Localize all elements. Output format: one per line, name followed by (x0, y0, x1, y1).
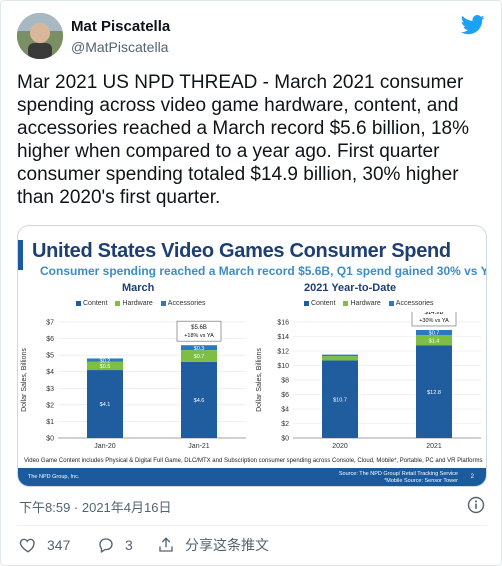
title-accent-bar (18, 240, 23, 270)
total-callout-box (176, 320, 222, 342)
y-tick-label: $12 (277, 349, 289, 356)
y-tick-label: $1 (46, 419, 54, 426)
footer-source-line-2: *Mobile Source: Sensor Tower (384, 478, 458, 484)
y-tick-label: $0 (281, 436, 289, 443)
author-name[interactable]: Mat Piscatella (71, 18, 171, 35)
x-tick-label: Jan-21 (188, 443, 210, 450)
y-tick-label: $6 (281, 392, 289, 399)
bar-segment-accessories (87, 358, 123, 362)
callout-total: $14.9B (424, 312, 443, 316)
total-callout-box (411, 312, 457, 327)
bar-segment-accessories (181, 345, 217, 351)
legend-label-accessories: Accessories (395, 300, 434, 307)
legend-label-content: Content (83, 300, 108, 307)
y-tick-label: $5 (46, 353, 54, 360)
data-label: $10.7 (333, 397, 347, 403)
chart-footnote: Video Game Content includes Physical & D… (24, 458, 483, 464)
share-label: 分享这条推文 (185, 537, 269, 553)
share-icon (159, 537, 173, 552)
y-tick-label: $2 (46, 402, 54, 409)
legend-label-hardware: Hardware (122, 300, 153, 307)
data-label: $4.1 (100, 402, 111, 408)
data-label: $0.7 (194, 354, 205, 360)
legend-label-accessories: Accessories (167, 300, 206, 307)
bar-segment-content (322, 360, 358, 438)
heart-icon (19, 538, 35, 553)
y-tick-label: $0 (46, 436, 54, 443)
bar-segment-accessories (322, 354, 358, 357)
y-axis-label: Dollar Sales, Billions (21, 348, 28, 412)
data-label: $0.5 (100, 364, 111, 370)
y-tick-label: $14 (277, 334, 289, 341)
legend-swatch-accessories (160, 300, 166, 306)
data-label: $0.2 (100, 358, 111, 364)
bar-chart-ytd: Dollar Sales, Billions $0 $2 $4 $6 $8 $10 $12 $1… (256, 312, 481, 450)
callout-growth: +30% vs YA (419, 318, 449, 324)
y-tick-label: $7 (46, 320, 54, 327)
reply-icon (99, 538, 113, 553)
y-tick-label: $6 (46, 336, 54, 343)
legend-swatch-hardware (343, 300, 349, 306)
legend-swatch-content (304, 300, 309, 306)
legend-label-hardware: Hardware (350, 300, 381, 307)
author-handle[interactable]: @MatPiscatella (71, 39, 169, 55)
data-label: $12.8 (427, 390, 441, 396)
y-tick-label: $8 (281, 378, 289, 385)
chart-title-ytd: 2021 Year-to-Date (304, 282, 397, 294)
twitter-bird-icon[interactable] (461, 15, 485, 35)
footer-company: The NPD Group, Inc. (28, 474, 80, 480)
y-tick-label: $16 (277, 320, 289, 327)
bar-segment-hardware (87, 361, 123, 371)
media-title: United States Video Games Consumer Spend (32, 240, 451, 262)
legend-label-content: Content (311, 300, 336, 307)
tweet-media-image[interactable]: United States Video Games Consumer Spend… (17, 225, 487, 487)
bar-chart-march: Dollar Sales, Billions $0 $1 $2 $3 $4 $5 $6 $7 $4… (21, 320, 246, 450)
chart-legend-march: Content Hardware Accessories (70, 300, 206, 307)
x-tick-label: 2020 (332, 443, 348, 450)
info-icon[interactable] (467, 496, 485, 514)
reply-count: 3 (125, 537, 133, 553)
legend-swatch-hardware (115, 300, 121, 306)
callout-total: $5.6B (191, 325, 207, 331)
bar-segment-accessories (416, 329, 452, 336)
media-subtitle: Consumer spending reached a March record… (40, 264, 487, 278)
legend-swatch-accessories (388, 300, 394, 306)
like-button[interactable]: 347 (19, 535, 70, 555)
tweet-text: Mar 2021 US NPD THREAD - March 2021 cons… (17, 72, 470, 208)
divider (17, 525, 487, 526)
bar-segment-content (416, 345, 452, 438)
like-count: 347 (47, 537, 71, 553)
bar-segment-content (87, 370, 123, 438)
bar-segment-hardware (416, 335, 452, 346)
data-label: $0.3 (194, 346, 205, 352)
x-tick-label: 2021 (426, 443, 442, 450)
chart-title-march: March (122, 282, 155, 294)
avatar[interactable] (17, 13, 63, 59)
y-axis-label: Dollar Sales, Billions (256, 348, 263, 412)
footer-source: Source: The NPD Group/ Retail Tracking S… (339, 471, 458, 485)
legend-swatch-content (76, 300, 81, 306)
chart-legend-ytd: Content Hardware Accessories (298, 300, 434, 307)
share-button[interactable]: 分享这条推文 (157, 535, 269, 555)
data-label: $4.6 (194, 398, 205, 404)
media-footer-bar: The NPD Group, Inc. Source: The NPD Grou… (18, 468, 486, 486)
reply-button[interactable]: 3 (97, 535, 133, 555)
callout-growth: +18% vs YA (184, 333, 214, 339)
bar-segment-content (181, 361, 217, 438)
avatar-image (17, 13, 63, 59)
bar-segment-hardware (181, 350, 217, 362)
tweet-timestamp[interactable]: 下午8:59 · 2021年4月16日 (19, 500, 172, 515)
data-label: $0.7 (429, 331, 440, 337)
y-tick-label: $2 (281, 421, 289, 428)
y-tick-label: $3 (46, 386, 54, 393)
footer-source-line-1: Source: The NPD Group/ Retail Tracking S… (338, 471, 458, 477)
y-tick-label: $4 (46, 369, 54, 376)
footer-page-number: 2 (470, 474, 474, 480)
x-tick-label: Jan-20 (94, 443, 116, 450)
y-tick-label: $10 (277, 363, 289, 370)
y-tick-label: $4 (281, 407, 289, 414)
bar-segment-hardware (322, 356, 358, 361)
data-label: $1.4 (429, 338, 440, 344)
